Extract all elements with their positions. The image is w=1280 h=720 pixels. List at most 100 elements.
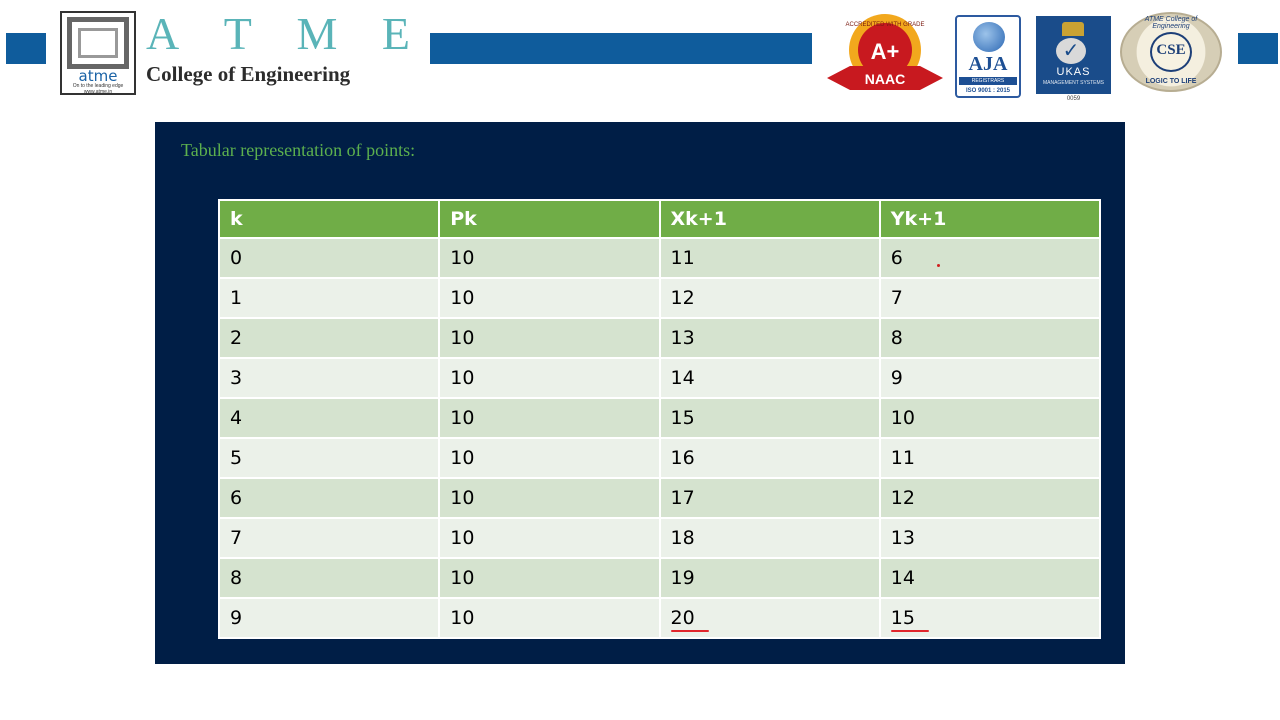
cell-value: 10 [450,287,475,309]
table-cell: 5 [220,439,439,477]
cell-value: 20 [670,607,695,629]
logo-word: atme [78,67,118,85]
table-row: 1 10 12 7 [220,279,1099,317]
slide-heading: Tabular representation of points: [181,140,416,160]
table-cell: 19 [660,559,879,597]
aja-name: AJA [968,53,1008,75]
cell-value: 10 [450,367,475,389]
table-cell: 7 [220,519,439,557]
cell-value: 9 [230,607,243,629]
table-cell: 13 [880,519,1099,557]
cell-value: 10 [890,407,915,429]
column-header-k: k [220,201,439,237]
table-row: 6 10 17 12 [220,479,1099,517]
cell-value: 7 [890,287,903,309]
cell-value: 18 [670,527,695,549]
table-cell: 12 [660,279,879,317]
checkmark-icon: ✓ [1056,38,1086,64]
brand-letter: T [223,7,252,59]
naac-ring-text: ACCREDITED WITH GRADE [845,22,924,28]
table-cell: 10 [440,519,659,557]
header-accent-bar-left [6,33,46,64]
cell-value: 6 [230,487,243,509]
crown-icon [1062,22,1084,36]
cell-value: 3 [230,367,243,389]
cell-value: 14 [890,567,915,589]
table-cell: 11 [880,439,1099,477]
red-underline-annotation [890,630,929,632]
naac-label: NAAC [865,71,905,87]
naac-badge: ACCREDITED WITH GRADE A+ NAAC [827,14,943,90]
cell-value: 11 [670,247,695,269]
red-underline-annotation [670,630,709,632]
brand-letter: E [381,7,410,59]
table-cell: 10 [440,279,659,317]
table-cell: 3 [220,359,439,397]
cell-value: 12 [890,487,915,509]
cell-value: 9 [890,367,903,389]
table-cell: 10 [440,399,659,437]
table-cell: 17 [660,479,879,517]
table-cell: 6 [880,239,1099,277]
table-body: 0 10 11 6 1 10 12 7 2 10 13 8 3 10 14 9 4 10 15 10 5 10 16 11 6 1… [220,239,1099,637]
cell-value: 17 [670,487,695,509]
cse-name: CSE [1156,42,1186,58]
cell-value: 10 [450,607,475,629]
table-row: 7 10 18 13 [220,519,1099,557]
cse-seal-icon: CSE [1150,32,1192,72]
cell-value: 8 [890,327,903,349]
cell-value: 10 [450,327,475,349]
ukas-name: UKAS [1056,66,1091,78]
naac-grade: A+ [871,39,900,64]
cell-value: 16 [670,447,695,469]
logo-tagline-line-1: On to the leading edge [72,83,124,89]
table-cell: 6 [220,479,439,517]
table-cell: 13 [660,319,879,357]
table-row: 9 10 20 15 [220,599,1099,637]
table-cell: 7 [880,279,1099,317]
brand-name: A T M E [146,7,410,59]
table-cell: 1 [220,279,439,317]
brand-letter: A [146,7,180,59]
table-header-row: k Pk Xk+1 Yk+1 [220,201,1099,237]
cell-value: 6 [890,247,903,269]
table-cell: 10 [440,359,659,397]
aja-iso: ISO 9001 : 2015 [965,88,1011,94]
college-logo: atme On to the leading edge www.atme.in [60,11,136,95]
table-row: 8 10 19 14 [220,559,1099,597]
cell-value: 2 [230,327,243,349]
cell-value: 0 [230,247,243,269]
table-cell: 0 [220,239,439,277]
cell-value: 10 [450,447,475,469]
cse-ring-bottom: LOGIC TO LIFE [1145,78,1197,85]
table-cell: 10 [440,319,659,357]
cell-value: 5 [230,447,243,469]
brand-letter: M [296,7,338,59]
points-table: k Pk Xk+1 Yk+1 0 10 11 6 1 10 12 7 2 10 13 8 3 10 14 9 4… [218,199,1101,639]
slide-panel: Tabular representation of points: k Pk X… [155,122,1125,664]
cell-value: 14 [670,367,695,389]
table-cell: 11 [660,239,879,277]
cell-value: 10 [450,527,475,549]
table-row: 3 10 14 9 [220,359,1099,397]
table-row: 4 10 15 10 [220,399,1099,437]
cell-value: 12 [670,287,695,309]
table-cell: 10 [440,239,659,277]
column-header-pk: Pk [440,201,659,237]
college-name: College of Engineering [146,62,351,86]
table-cell: 9 [220,599,439,637]
table-cell: 10 [880,399,1099,437]
table-cell: 10 [440,599,659,637]
cell-value: 4 [230,407,243,429]
table-cell: 8 [880,319,1099,357]
aja-sub: REGISTRARS [959,77,1017,85]
table-cell: 16 [660,439,879,477]
column-header-xk1: Xk+1 [660,201,879,237]
table-cell: 15 [660,399,879,437]
cell-value: 10 [450,407,475,429]
cell-value: 10 [450,567,475,589]
cell-value: 10 [450,247,475,269]
globe-icon [973,22,1005,52]
cse-ring-top: ATME College of Engineering [1144,16,1198,30]
cell-value: 1 [230,287,243,309]
